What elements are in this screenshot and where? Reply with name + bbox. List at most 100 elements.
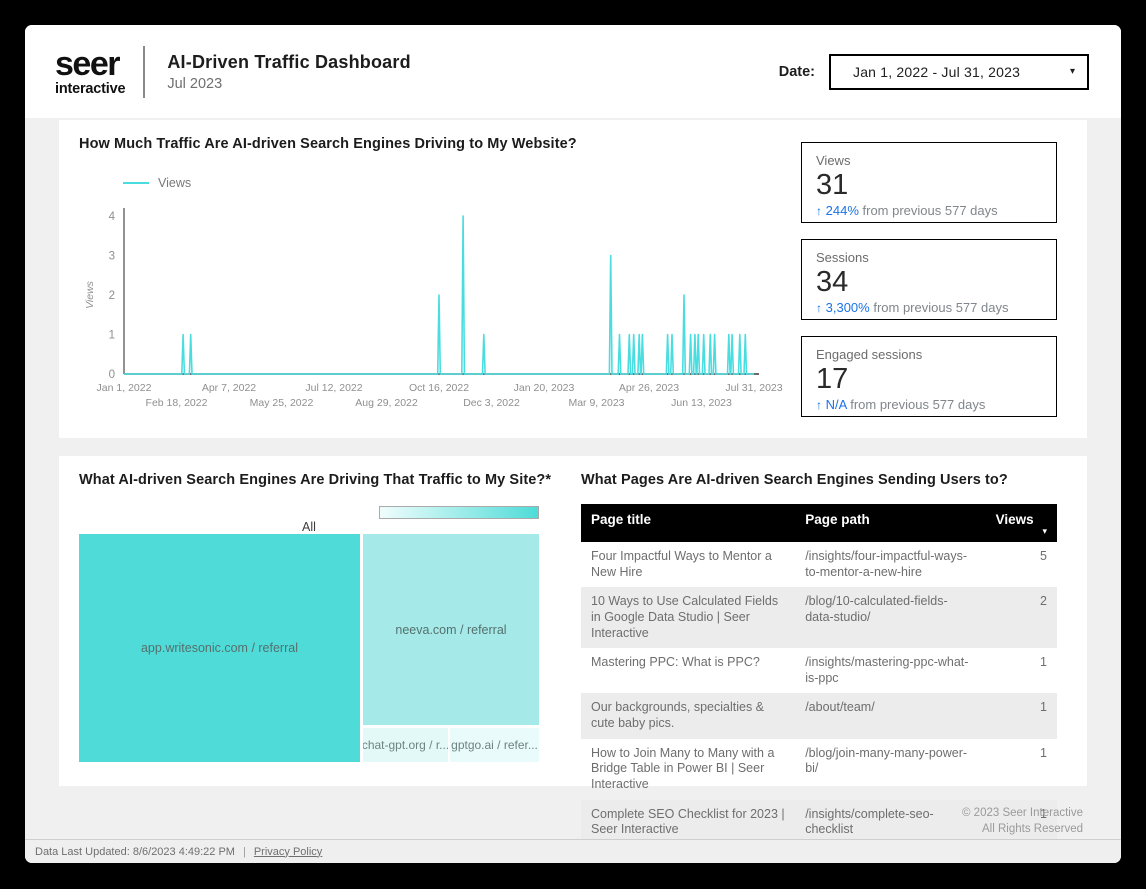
scorecard-label: Engaged sessions [816, 347, 923, 362]
privacy-policy-link[interactable]: Privacy Policy [253, 845, 323, 858]
treemap-cell-gptgo[interactable]: gptgo.ai / refer... [450, 728, 539, 762]
svg-text:3: 3 [109, 251, 115, 263]
table-cell-views: 1 [985, 693, 1057, 739]
treemap-title: What AI-driven Search Engines Are Drivin… [79, 472, 552, 488]
seer-logo: seer interactive [55, 44, 126, 97]
treemap-cell-chat-gpt[interactable]: chat-gpt.org / r... [363, 728, 448, 762]
date-range-select[interactable]: Jan 1, 2022 - Jul 31, 2023 ▾ [829, 53, 1089, 90]
table-cell-path: /about/team/ [795, 693, 986, 739]
table-cell-path: /blog/10-calculated-fields-data-studio/ [795, 587, 986, 649]
svg-text:Dec 3, 2022: Dec 3, 2022 [463, 397, 520, 409]
header: seer interactive AI-Driven Traffic Dashb… [25, 25, 1121, 118]
views-line-chart[interactable]: 0 1 2 3 4 Views Jan 1, 2022 Feb 18, 2022 Apr 7, … [79, 194, 794, 426]
svg-text:Mar 9, 2023: Mar 9, 2023 [568, 397, 624, 409]
scorecard-value: 34 [816, 266, 849, 298]
svg-text:Aug 29, 2022: Aug 29, 2022 [355, 397, 418, 409]
up-arrow-icon: ↑ [816, 398, 822, 413]
scorecard-value: 31 [816, 169, 849, 201]
pages-table-body: Four Impactful Ways to Mentor a New Hire… [581, 542, 1057, 839]
scorecard-views: Views 31 ↑ 244% from previous 577 days [801, 142, 1057, 223]
svg-text:Views: Views [84, 280, 96, 309]
scorecard-value: 17 [816, 363, 849, 395]
up-arrow-icon: ↑ [816, 204, 822, 219]
pages-table-title: What Pages Are AI-driven Search Engines … [581, 472, 1008, 488]
copyright-line1: © 2023 Seer Interactive [962, 807, 1083, 819]
traffic-chart-title: How Much Traffic Are AI-driven Search En… [79, 136, 577, 152]
table-row: Four Impactful Ways to Mentor a New Hire… [581, 542, 1057, 587]
svg-text:2: 2 [109, 290, 115, 302]
treemap-color-scale [379, 506, 539, 519]
sources-treemap: app.writesonic.com / referral neeva.com … [79, 534, 539, 762]
page-title: AI-Driven Traffic Dashboard [167, 51, 411, 72]
logo-text: seer [55, 44, 120, 83]
treemap-root-label: All [302, 520, 316, 534]
header-divider [143, 45, 146, 98]
table-cell-path: /blog/join-many-many-power-bi/ [805, 745, 968, 776]
scorecard-engaged-sessions: Engaged sessions 17 ↑ N/A from previous … [801, 336, 1057, 417]
traffic-panel: How Much Traffic Are AI-driven Search En… [59, 120, 1087, 438]
legend-label: Views [158, 176, 192, 190]
table-cell-views: 1 [1040, 655, 1047, 670]
last-updated-text: Data Last Updated: 8/6/2023 4:49:22 PM [35, 845, 235, 858]
svg-text:Feb 18, 2022: Feb 18, 2022 [146, 397, 208, 409]
table-cell-title: 10 Ways to Use Calculated Fields in Goog… [581, 587, 796, 649]
svg-text:Apr 26, 2023: Apr 26, 2023 [619, 382, 679, 394]
details-panel: What AI-driven Search Engines Are Drivin… [59, 456, 1087, 839]
column-header-page-title[interactable]: Page title [581, 504, 796, 542]
scorecard-change: ↑ 3,300% from previous 577 days [816, 300, 1009, 316]
svg-text:4: 4 [109, 211, 116, 223]
table-header-row: Page title Page path Views ▾ [581, 504, 1057, 542]
svg-text:1: 1 [109, 330, 115, 342]
chevron-down-icon: ▾ [1069, 66, 1075, 77]
scorecard-change: ↑ N/A from previous 577 days [816, 397, 986, 413]
table-row: 10 Ways to Use Calculated Fields in Goog… [581, 587, 1057, 649]
status-bar: Data Last Updated: 8/6/2023 4:49:22 PM |… [25, 839, 1121, 863]
legend-line-swatch [123, 181, 149, 185]
copyright-line2: All Rights Reserved [982, 822, 1083, 835]
table-cell-views: 1 [1040, 745, 1047, 760]
copyright: © 2023 Seer Interactive All Rights Reser… [59, 806, 1087, 837]
up-arrow-icon: ↑ [816, 301, 822, 316]
table-cell-views: 2 [985, 587, 1057, 649]
svg-text:Jul 12, 2022: Jul 12, 2022 [305, 382, 362, 394]
svg-text:Jan 20, 2023: Jan 20, 2023 [514, 382, 575, 394]
table-cell-path: /insights/complete-seo-checklist [795, 799, 986, 839]
svg-text:Jan 1, 2022: Jan 1, 2022 [97, 382, 152, 394]
column-header-page-path[interactable]: Page path [795, 504, 986, 542]
table-row: How to Join Many to Many with a Bridge T… [581, 739, 1057, 800]
pages-table: Page title Page path Views ▾ Four Impact… [581, 504, 1057, 839]
table-row: Mastering PPC: What is PPC? /insights/mas… [581, 648, 1057, 693]
scorecard-sessions: Sessions 34 ↑ 3,300% from previous 577 d… [801, 239, 1057, 320]
column-header-views[interactable]: Views ▾ [985, 504, 1057, 542]
content-area: How Much Traffic Are AI-driven Search En… [25, 118, 1121, 839]
sort-desc-icon: ▾ [1042, 526, 1047, 536]
scorecard-change: ↑ 244% from previous 577 days [816, 203, 998, 219]
svg-text:0: 0 [109, 369, 115, 381]
table-cell-views: 1 [985, 799, 1057, 839]
logo-subtext: interactive [55, 80, 126, 97]
table-cell-path: /insights/mastering-ppc-what-is-ppc [805, 655, 969, 685]
table-cell-title: Mastering PPC: What is PPC? [591, 655, 760, 670]
table-cell-title: Four Impactful Ways to Mentor a New Hire [591, 549, 772, 579]
svg-text:Apr 7, 2022: Apr 7, 2022 [202, 382, 256, 394]
table-cell-title: Our backgrounds, specialties & cute baby… [581, 693, 796, 739]
scorecards: Views 31 ↑ 244% from previous 577 days S… [801, 120, 1087, 438]
table-cell-title: How to Join Many to Many with a Bridge T… [591, 745, 775, 791]
treemap-cell-writesonic[interactable]: app.writesonic.com / referral [79, 534, 360, 762]
table-row: Our backgrounds, specialties & cute baby… [581, 693, 1057, 739]
table-cell-title: Complete SEO Checklist for 2023 | Seer I… [581, 799, 796, 839]
svg-text:May 25, 2022: May 25, 2022 [250, 397, 314, 409]
page-subtitle: Jul 2023 [167, 75, 223, 92]
date-range-value: Jan 1, 2022 - Jul 31, 2023 [853, 63, 1021, 80]
chart-legend: Views [123, 176, 801, 190]
scorecard-label: Views [816, 153, 851, 168]
table-cell-path: /insights/four-impactful-ways-to-mentor-… [805, 549, 968, 579]
status-divider: | [242, 845, 246, 858]
svg-text:Jul 31, 2023: Jul 31, 2023 [725, 382, 782, 394]
scorecard-label: Sessions [816, 250, 869, 265]
table-cell-views: 5 [1040, 549, 1047, 563]
svg-text:Oct 16, 2022: Oct 16, 2022 [409, 382, 469, 394]
treemap-cell-neeva[interactable]: neeva.com / referral [363, 534, 539, 725]
dashboard-card: seer interactive AI-Driven Traffic Dashb… [25, 25, 1121, 863]
date-label: Date: [778, 63, 815, 80]
